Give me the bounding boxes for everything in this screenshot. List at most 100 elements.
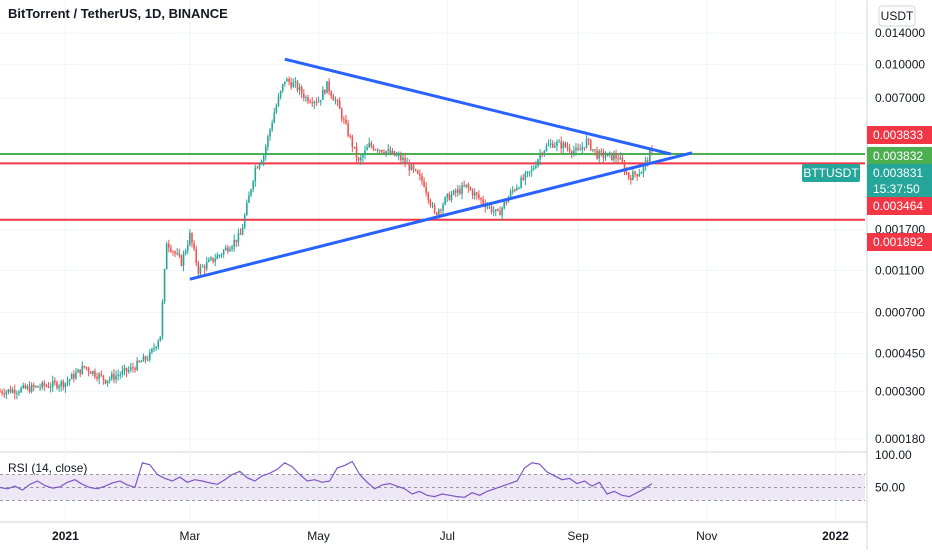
candle-body [581, 147, 584, 150]
candle-body [81, 365, 84, 374]
candle-body [180, 255, 183, 266]
candle-body [296, 81, 299, 91]
candle-body [237, 233, 240, 243]
candle-body [20, 387, 22, 393]
candle-body [328, 81, 330, 92]
candle-body [524, 173, 527, 180]
currency-badge-bg [878, 5, 916, 27]
candle-body [208, 259, 210, 262]
candle-body [222, 250, 225, 255]
candle-body [442, 204, 444, 211]
candle-body [476, 192, 478, 195]
candle-body [471, 189, 474, 196]
candle-body [153, 348, 155, 350]
candle-body [315, 101, 318, 103]
candle-body [457, 189, 459, 193]
candle-body [511, 189, 514, 192]
time-tick-label: Jul [440, 529, 455, 543]
candle-body [353, 146, 356, 148]
candle-body [592, 149, 594, 151]
candle-body [284, 81, 286, 85]
candle-body [77, 369, 79, 373]
candle-body [174, 251, 176, 254]
time-axis[interactable]: 2021 Mar May Jul Sep Nov 2022 [52, 529, 849, 543]
candle-body [623, 163, 626, 173]
candle-body [416, 170, 419, 174]
candle-body [288, 79, 290, 83]
candle-body [275, 105, 278, 113]
candle-body [239, 233, 242, 235]
symbol-tag-bg [802, 164, 860, 182]
candle-body [256, 167, 259, 169]
candle-body [349, 135, 352, 137]
candle-body [28, 386, 31, 392]
rsi-tick-label: 50.00 [875, 481, 905, 495]
candle-body [547, 144, 550, 147]
candle-body [490, 206, 493, 213]
candle-body [429, 200, 432, 206]
candle-body [545, 146, 548, 151]
candle-body [100, 373, 103, 376]
candle-body [89, 371, 92, 374]
candle-body [478, 194, 480, 199]
candle-body [509, 191, 512, 198]
candle-body [549, 143, 552, 145]
candle-body [499, 210, 501, 216]
price-tick-label: 0.000700 [875, 305, 925, 319]
candle-body [172, 251, 174, 253]
rsi-pane [0, 460, 865, 501]
candle-body [634, 171, 636, 175]
candle-body [75, 372, 77, 379]
candle-body [410, 165, 413, 171]
candle-body [638, 173, 641, 177]
candle-body [378, 150, 381, 152]
candle-body [351, 136, 354, 147]
price-tag: 15:37:50 [873, 182, 920, 196]
price-tag: 0.003464 [873, 199, 923, 213]
candle-body [627, 172, 630, 178]
candle-body [125, 367, 128, 372]
candle-body [541, 154, 544, 156]
candle-body [290, 82, 292, 88]
candle-body [321, 89, 324, 100]
candle-body [210, 257, 212, 260]
candle-body [632, 171, 634, 180]
candle-body [518, 187, 520, 189]
candle-body [254, 167, 257, 182]
candle-body [370, 143, 373, 147]
candle-body [298, 87, 301, 91]
candle-body [374, 149, 377, 151]
candle-body [252, 181, 254, 190]
trendline-lower [189, 151, 693, 281]
candle-body [313, 101, 316, 104]
candle-body [123, 367, 126, 371]
candle-body [338, 101, 341, 110]
candle-body [630, 177, 632, 180]
candle-body [431, 205, 434, 207]
candle-body [161, 301, 164, 337]
candle-body [438, 209, 440, 215]
candle-body [535, 165, 537, 168]
candle-body [92, 371, 94, 374]
candle-body [241, 227, 244, 235]
candle-body [205, 261, 208, 269]
symbol-tag: BTTUSDT [803, 166, 859, 180]
candle-body [286, 79, 288, 82]
price-tag-bg [867, 147, 932, 165]
candle-body [376, 149, 379, 151]
time-tick-label: 2022 [822, 529, 849, 543]
candle-body [324, 89, 326, 94]
candle-body [45, 385, 48, 387]
candle-body [347, 123, 349, 136]
rsi-line [0, 460, 653, 498]
currency-badge[interactable]: USDT [881, 9, 914, 23]
candle-body [227, 247, 229, 252]
candle-body [176, 253, 179, 255]
candle-body [186, 245, 189, 251]
candle-body [281, 84, 284, 91]
candle-body [359, 157, 362, 161]
candle-body [435, 212, 438, 215]
candle-body [73, 374, 75, 379]
